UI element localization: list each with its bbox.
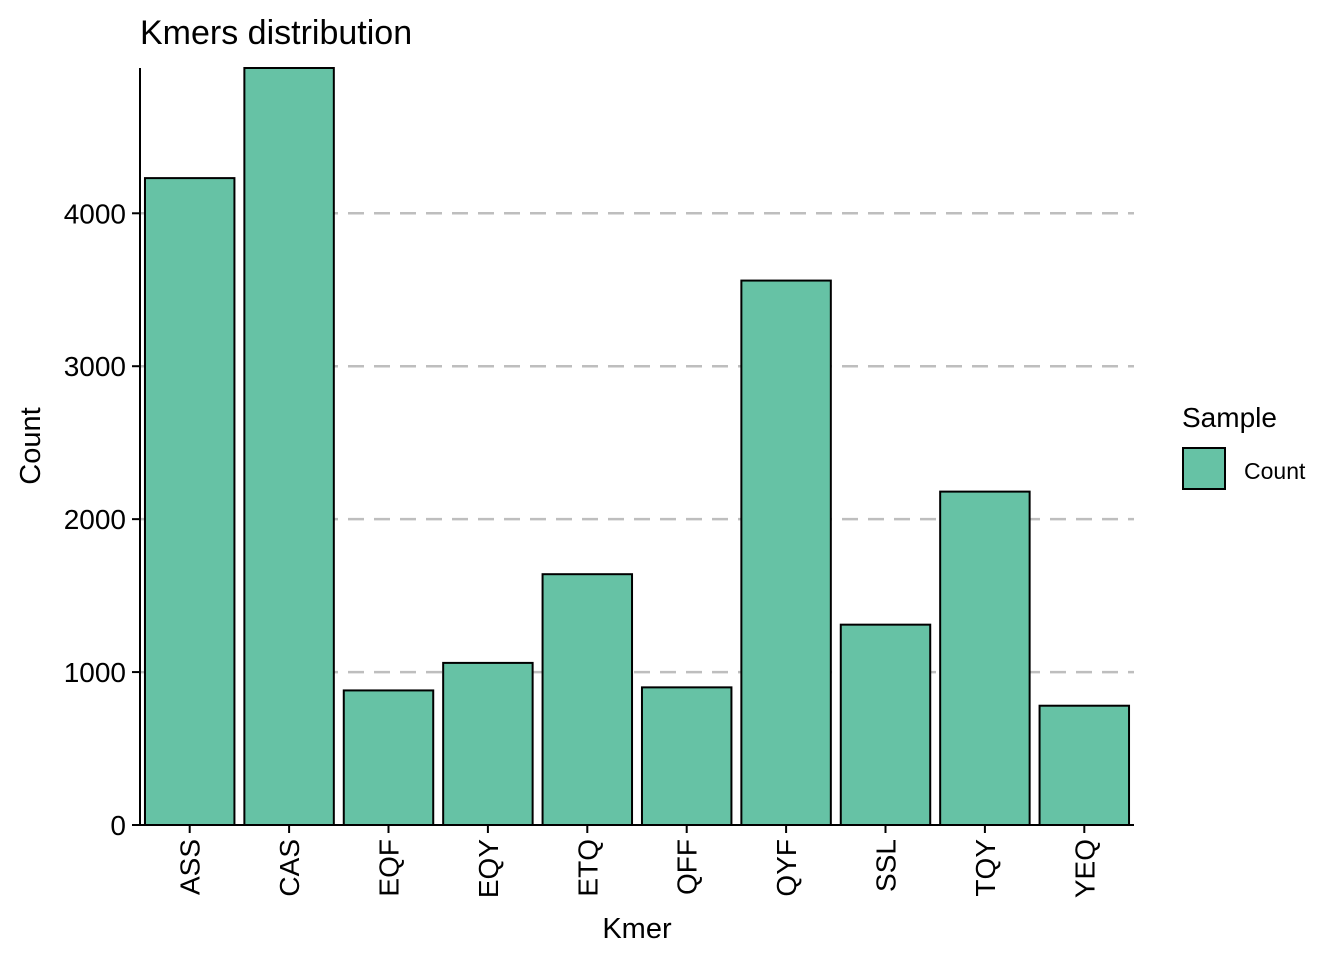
x-tick-label: ETQ — [572, 839, 603, 897]
legend-title: Sample — [1182, 402, 1277, 433]
legend-label: Count — [1244, 458, 1306, 484]
x-axis-title: Kmer — [602, 913, 672, 945]
bar-eqy — [442, 661, 534, 827]
bar-cas — [243, 67, 335, 826]
x-tick-label: YEQ — [1069, 839, 1100, 898]
bar-yeq — [1038, 704, 1131, 826]
bar-eqf — [342, 689, 435, 827]
y-tick-label: 1000 — [64, 657, 126, 688]
x-tick-label: CAS — [274, 839, 305, 897]
y-tick-label: 2000 — [64, 504, 126, 535]
x-tick-label: QFF — [672, 839, 703, 895]
y-axis-ticks: 0 1000 2000 3000 4000 — [64, 198, 140, 841]
x-tick-label: SSL — [871, 839, 902, 892]
x-tick-label: TQY — [970, 839, 1001, 897]
y-tick-label: 3000 — [64, 351, 126, 382]
bar-qff — [640, 686, 733, 827]
y-axis-title: Count — [15, 407, 47, 484]
bars — [143, 67, 1131, 827]
x-tick-label: ASS — [175, 839, 206, 895]
bar-ssl — [839, 623, 932, 826]
legend-swatch — [1182, 447, 1226, 490]
x-tick-label: QYF — [771, 839, 802, 897]
bar-etq — [541, 573, 634, 827]
bar-tqy — [939, 490, 1031, 826]
y-tick-label: 0 — [110, 810, 126, 841]
legend: Sample Count — [1182, 402, 1306, 490]
bar-ass — [143, 177, 236, 827]
bar-qyf — [740, 279, 832, 826]
chart-title: Kmers distribution — [140, 14, 412, 52]
y-tick-label: 4000 — [64, 198, 126, 229]
x-tick-label: EQF — [374, 839, 405, 897]
x-axis-ticks: ASS CAS EQF EQY ETQ QFF QYF SSL TQY YEQ — [175, 825, 1100, 898]
x-tick-label: EQY — [473, 839, 504, 898]
